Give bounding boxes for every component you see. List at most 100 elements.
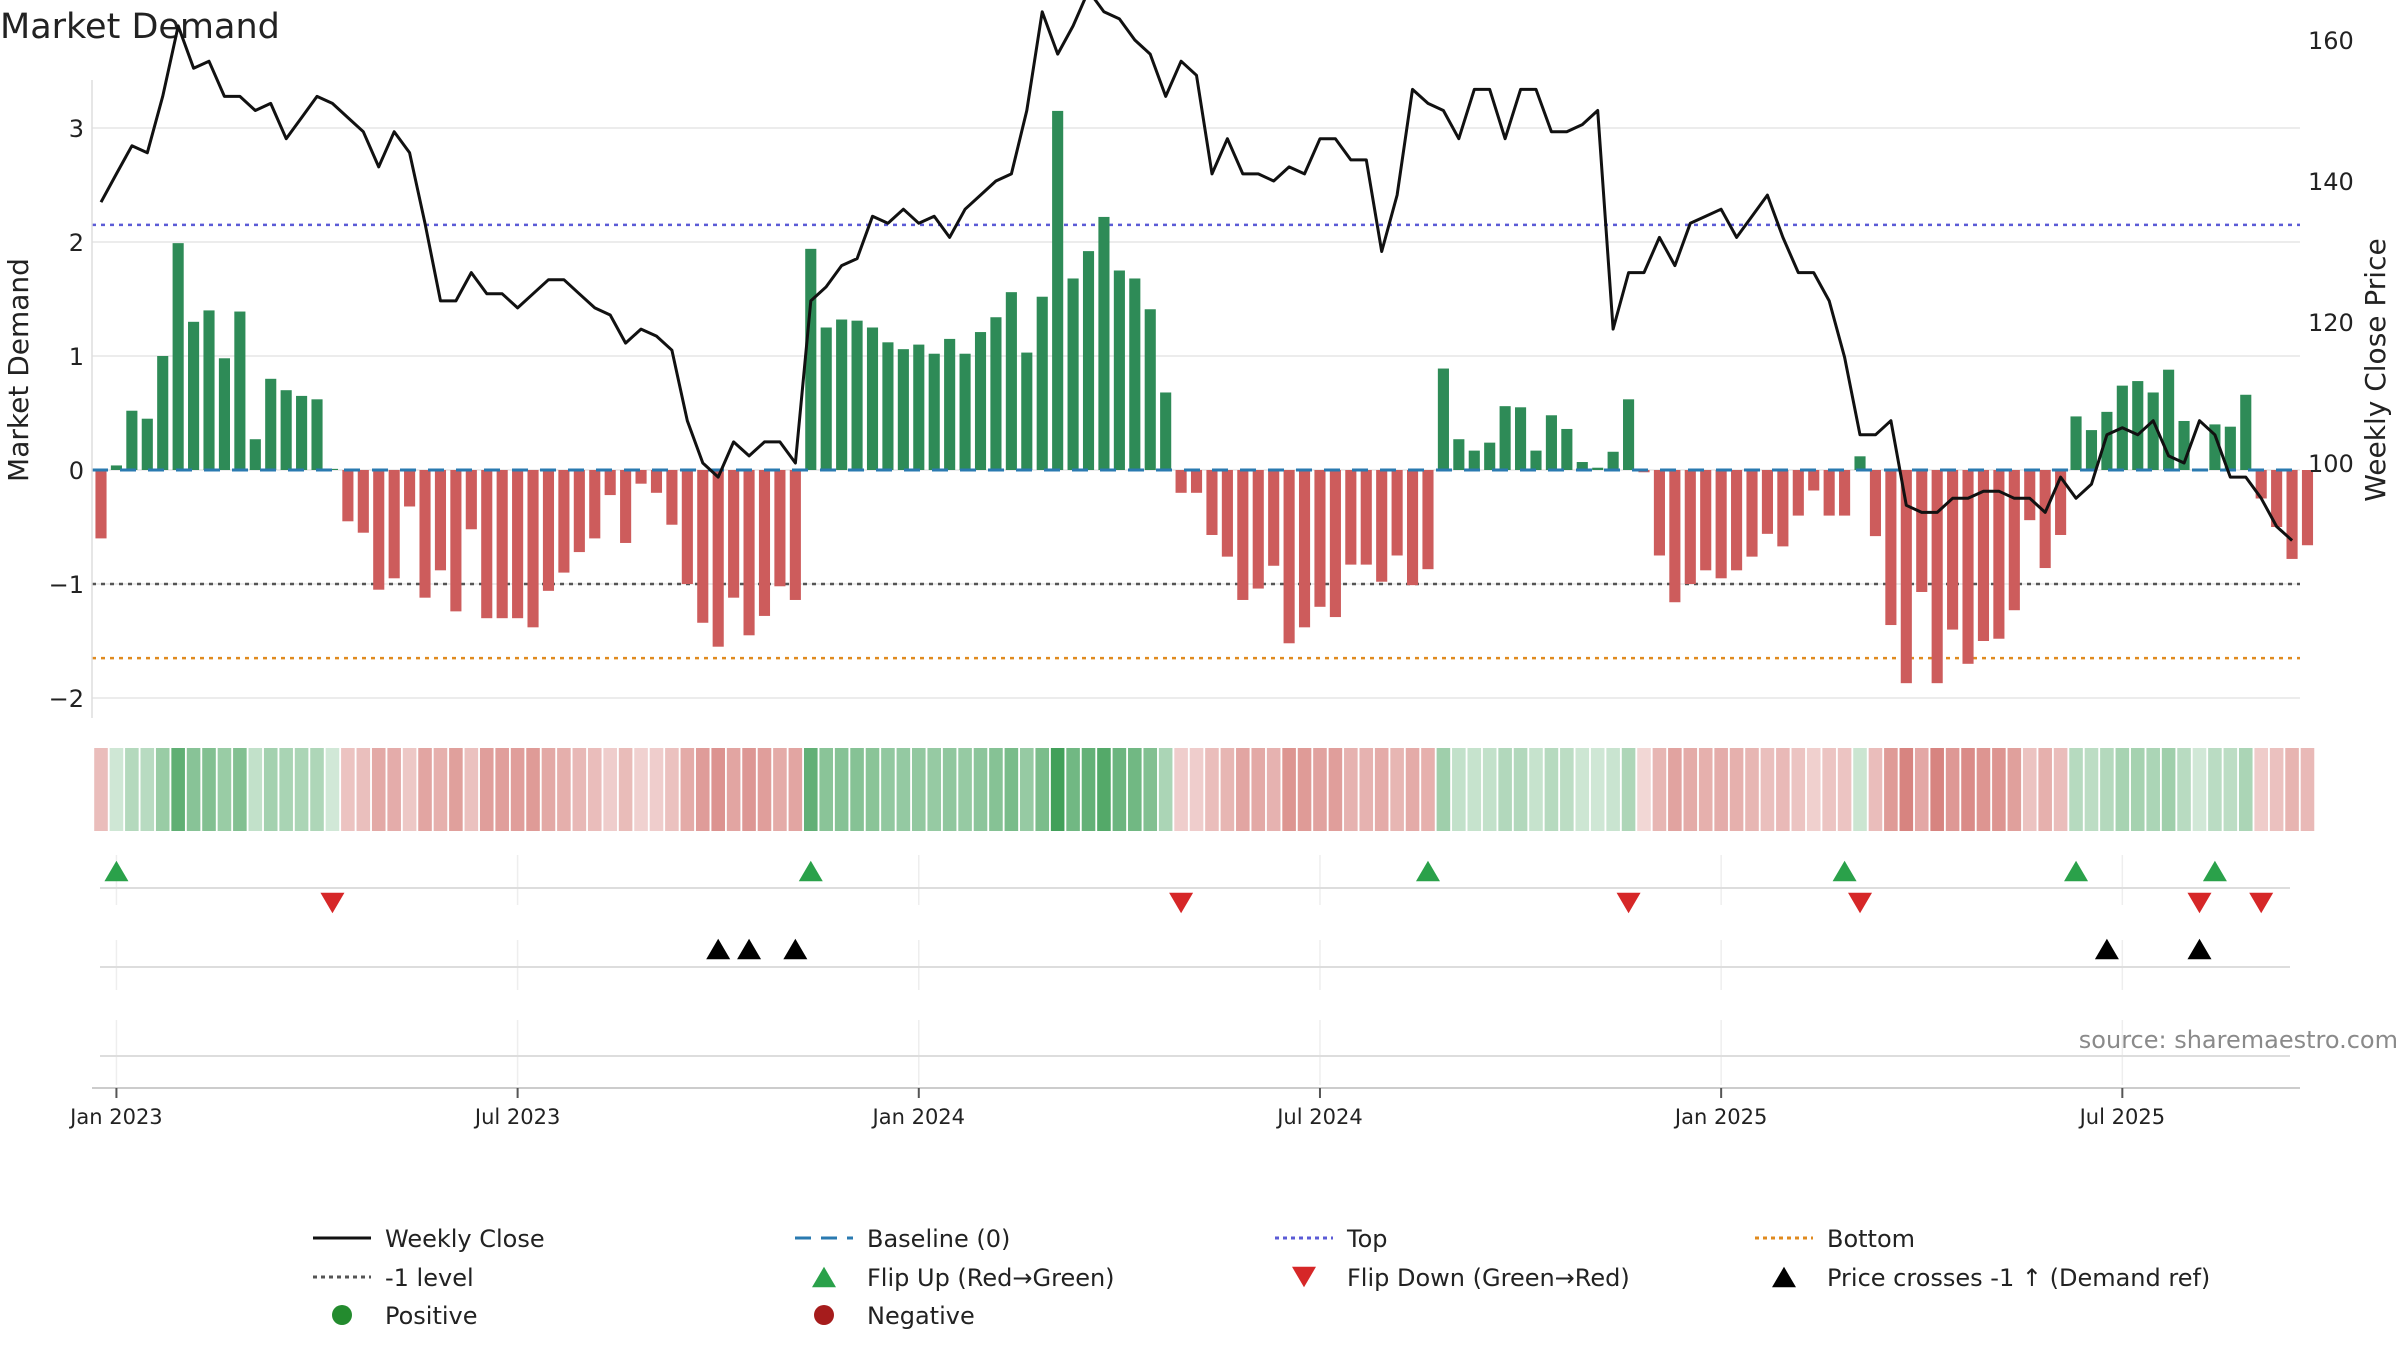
strip-cell xyxy=(526,748,540,831)
x-tick-label: Jan 2023 xyxy=(68,1105,163,1129)
bar-negative xyxy=(2039,470,2051,569)
legend-item: Weekly Close xyxy=(313,1225,545,1253)
bar-negative xyxy=(681,470,693,584)
bar-positive xyxy=(897,349,909,470)
bar-negative xyxy=(558,470,570,573)
strip-cell xyxy=(1806,748,1821,831)
strip-cell xyxy=(2053,748,2068,831)
strip-cell xyxy=(1344,748,1358,831)
bar-negative xyxy=(2271,470,2283,527)
price-cross-marker xyxy=(783,938,808,960)
strip-cell xyxy=(1482,748,1497,831)
bar-negative xyxy=(1268,470,1280,566)
strip-cell xyxy=(1128,748,1142,831)
bar-positive xyxy=(265,378,277,470)
bar-negative xyxy=(388,470,400,579)
bar-positive xyxy=(1113,270,1125,470)
x-tick-label: Jan 2025 xyxy=(1673,1105,1768,1129)
strip-cell xyxy=(927,748,942,831)
strip-cell xyxy=(1606,748,1620,831)
strip-cell xyxy=(1297,748,1312,831)
strip-cell xyxy=(325,748,340,831)
bar-positive xyxy=(2178,420,2190,470)
bar-negative xyxy=(1669,470,1681,603)
bar-negative xyxy=(1653,470,1665,556)
strip-cell xyxy=(1868,748,1883,831)
bar-negative xyxy=(573,470,585,553)
bar-negative xyxy=(712,470,724,647)
strip-cell xyxy=(572,748,587,831)
strip-cell xyxy=(1189,748,1204,831)
legend-item: -1 level xyxy=(313,1264,474,1292)
bar-positive xyxy=(157,356,169,470)
strip-cell xyxy=(2208,748,2222,831)
bar-positive xyxy=(1623,399,1635,470)
price-cross-marker xyxy=(737,938,762,960)
legend-label: Price crosses -1 ↑ (Demand ref) xyxy=(1827,1264,2210,1292)
bar-negative xyxy=(743,470,755,636)
strip-cell xyxy=(587,748,602,831)
strip-cell xyxy=(1698,748,1713,831)
bar-positive xyxy=(820,327,832,470)
strip-cell xyxy=(279,748,293,831)
bar-positive xyxy=(218,358,230,470)
strip-cell xyxy=(1513,748,1528,831)
strip-cell xyxy=(1914,748,1929,831)
strip-cell xyxy=(1452,748,1466,831)
bar-negative xyxy=(1808,470,1820,491)
strip-cell xyxy=(125,748,139,831)
bar-positive xyxy=(2085,430,2098,470)
bar-negative xyxy=(604,470,616,496)
strip-cell xyxy=(2300,748,2315,831)
strip-cell xyxy=(94,748,108,831)
bar-negative xyxy=(1839,470,1851,516)
strip-cell xyxy=(387,748,401,831)
bar-negative xyxy=(2024,470,2036,521)
legend-item: Top xyxy=(1275,1225,1388,1253)
bar-negative xyxy=(1406,470,1419,586)
bar-positive xyxy=(2147,392,2159,470)
strip-cell xyxy=(418,748,432,831)
strip-cell xyxy=(834,748,849,831)
strip-cell xyxy=(618,748,633,831)
strip-cell xyxy=(1776,748,1790,831)
legend-marker xyxy=(1292,1266,1316,1288)
bar-negative xyxy=(1993,470,2005,639)
demand-heat-strip xyxy=(94,748,2315,831)
x-tick-label: Jul 2025 xyxy=(2078,1105,2165,1129)
strip-cell xyxy=(140,748,155,831)
strip-cell xyxy=(2069,748,2083,831)
bar-positive xyxy=(280,390,292,470)
chart-title: Market Demand xyxy=(0,7,280,47)
bar-negative xyxy=(342,470,354,522)
bar-negative xyxy=(465,470,477,530)
strip-cell xyxy=(680,748,695,831)
bar-positive xyxy=(1484,442,1496,470)
strip-cell xyxy=(341,748,355,831)
bar-negative xyxy=(496,470,508,619)
strip-cell xyxy=(1050,748,1065,831)
bar-negative xyxy=(1947,470,1959,630)
strip-cell xyxy=(1961,748,1975,831)
legend-label: Flip Up (Red→Green) xyxy=(867,1264,1115,1292)
bar-positive xyxy=(1437,368,1449,470)
bar-positive xyxy=(1005,292,1017,470)
bar-negative xyxy=(1731,470,1743,571)
bar-negative xyxy=(1869,470,1882,537)
strip-cell xyxy=(1236,748,1250,831)
bar-negative xyxy=(481,470,493,619)
bar-positive xyxy=(2240,394,2252,470)
bar-negative xyxy=(434,470,447,571)
bar-negative xyxy=(357,470,369,533)
bar-negative xyxy=(1916,470,1928,592)
strip-cell xyxy=(942,748,957,831)
legend-item: Bottom xyxy=(1755,1225,1915,1253)
strip-cell xyxy=(233,748,247,831)
strip-cell xyxy=(1853,748,1867,831)
legend-marker xyxy=(1772,1266,1796,1288)
strip-cell xyxy=(1760,748,1775,831)
strip-cell xyxy=(541,748,556,831)
strip-cell xyxy=(1930,748,1944,831)
strip-cell xyxy=(711,748,725,831)
bar-positive xyxy=(2132,381,2144,470)
